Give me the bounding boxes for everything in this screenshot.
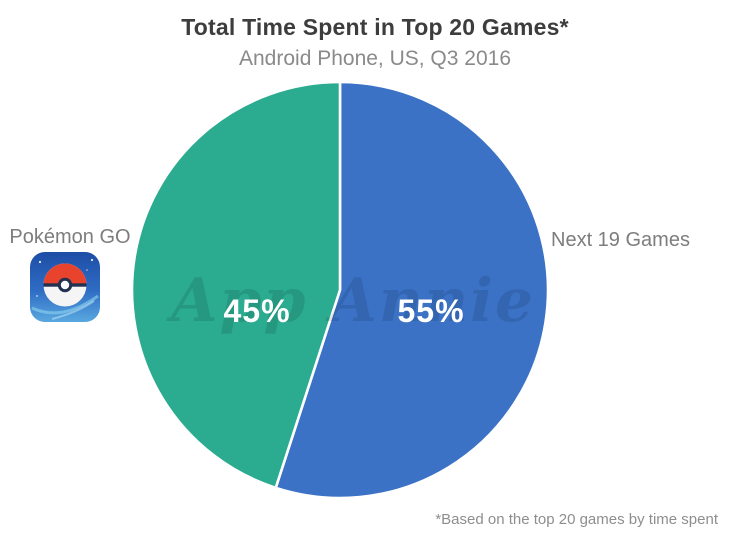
pie-slice-next-19-games (274, 82, 548, 498)
pokemon-go-app-icon (30, 252, 100, 322)
slice-label-pokemon-go: Pokémon GO (9, 226, 131, 248)
pie-chart (132, 82, 548, 498)
chart-header: Total Time Spent in Top 20 Games* Androi… (15, 14, 735, 71)
pie-slice-pokemon-go (132, 82, 342, 490)
slice-label-next-19-games: Next 19 Games (551, 229, 690, 251)
chart-footnote: *Based on the top 20 games by time spent (435, 511, 718, 528)
pct-label-next-19-games: 55% (397, 293, 465, 329)
chart-title: Total Time Spent in Top 20 Games* (181, 14, 569, 40)
pct-label-pokemon-go: 45% (223, 293, 291, 329)
chart-subtitle: Android Phone, US, Q3 2016 (238, 47, 511, 70)
